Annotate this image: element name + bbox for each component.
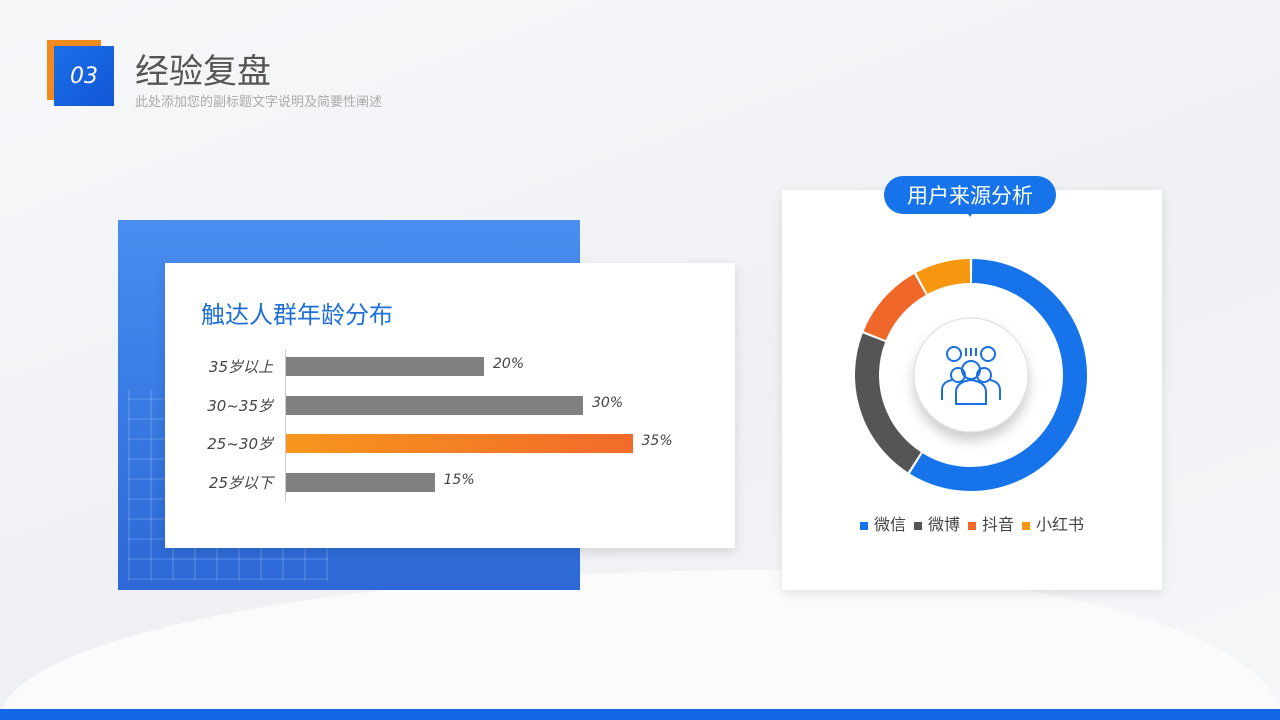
bar-category-label: 30~35岁 — [207, 396, 273, 415]
legend-swatch — [913, 521, 922, 530]
legend-label: 微博 — [927, 515, 960, 534]
background-swoosh — [0, 570, 1280, 720]
legend-item: 小红书 — [1022, 511, 1084, 535]
bar — [286, 357, 484, 376]
team-people-icon — [941, 346, 1001, 405]
legend-item: 微信 — [859, 511, 906, 535]
legend-label: 微信 — [873, 515, 906, 534]
donut-slice — [916, 259, 971, 295]
legend-swatch — [1022, 521, 1031, 530]
bar-category-label: 25~30岁 — [207, 435, 273, 453]
bar — [286, 395, 583, 415]
legend-label: 小红书 — [1036, 515, 1085, 534]
bar-value-label: 20% — [493, 356, 525, 372]
donut-legend: 微信 微博 抖音 小红书 — [782, 511, 1162, 535]
page-subtitle: 此处添加您的副标题文字说明及简要性阐述 — [135, 95, 383, 110]
bar-category-label: 35岁以上 — [208, 358, 273, 376]
footer-bar — [0, 709, 1280, 720]
age-bar-chart-card: 触达人群年龄分布 35岁以上 20% 30~35岁 30% 25~30岁 35% 25岁以下… — [165, 263, 735, 548]
bar-value-label: 15% — [443, 471, 475, 488]
page-title: 经验复盘 — [135, 52, 271, 92]
donut-slice — [863, 273, 927, 341]
bar-axis — [285, 349, 286, 501]
legend-item: 抖音 — [968, 511, 1014, 535]
bar-chart-title: 触达人群年龄分布 — [201, 301, 393, 329]
legend-swatch — [968, 521, 976, 530]
donut-slice — [909, 259, 1087, 491]
bar-value-label: 30% — [592, 394, 624, 411]
donut-chart-title: 用户来源分析 — [884, 176, 1056, 217]
bar-category-label: 25岁以下 — [208, 473, 273, 492]
donut-chart — [855, 259, 1087, 491]
center-circle — [913, 317, 1029, 433]
bar-value-label: 35% — [641, 433, 673, 449]
legend-swatch — [859, 521, 868, 530]
legend-label: 抖音 — [982, 515, 1015, 534]
section-number: 03 — [54, 46, 114, 106]
bar — [286, 472, 435, 492]
bar — [286, 434, 633, 453]
donut-slice — [855, 333, 922, 473]
legend-item: 微博 — [913, 511, 960, 535]
